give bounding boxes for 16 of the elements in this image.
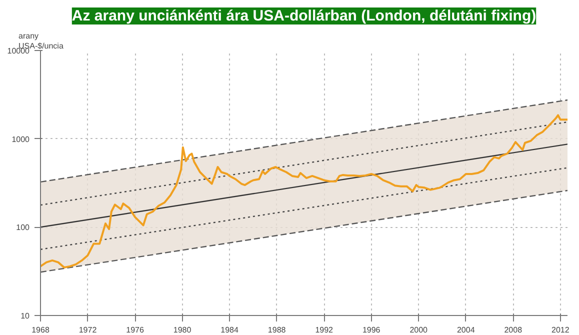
chart-title: Az arany unciánkénti ára USA-dollárban (London, délutáni fixing) (72, 8, 536, 24)
x-tick-label: 1976 (126, 326, 144, 334)
y-tick-label: 1000 (12, 134, 30, 144)
x-tick-label: 1980 (173, 326, 192, 334)
x-tick-label: 1972 (78, 326, 98, 334)
x-tick-label: 1988 (268, 326, 286, 334)
x-tick-label: 1996 (362, 326, 381, 334)
x-tick-label: 2012 (552, 326, 570, 334)
y-tick-label: 10 (20, 312, 30, 320)
y-tick-label: 100 (16, 223, 30, 232)
x-tick-label: 2000 (410, 326, 428, 334)
x-tick-label: 1984 (220, 326, 240, 334)
x-tick-label: 2004 (456, 326, 476, 334)
x-tick-label: 1968 (32, 326, 50, 334)
x-tick-label: 1992 (315, 326, 334, 334)
x-tick-label: 2008 (504, 326, 523, 334)
